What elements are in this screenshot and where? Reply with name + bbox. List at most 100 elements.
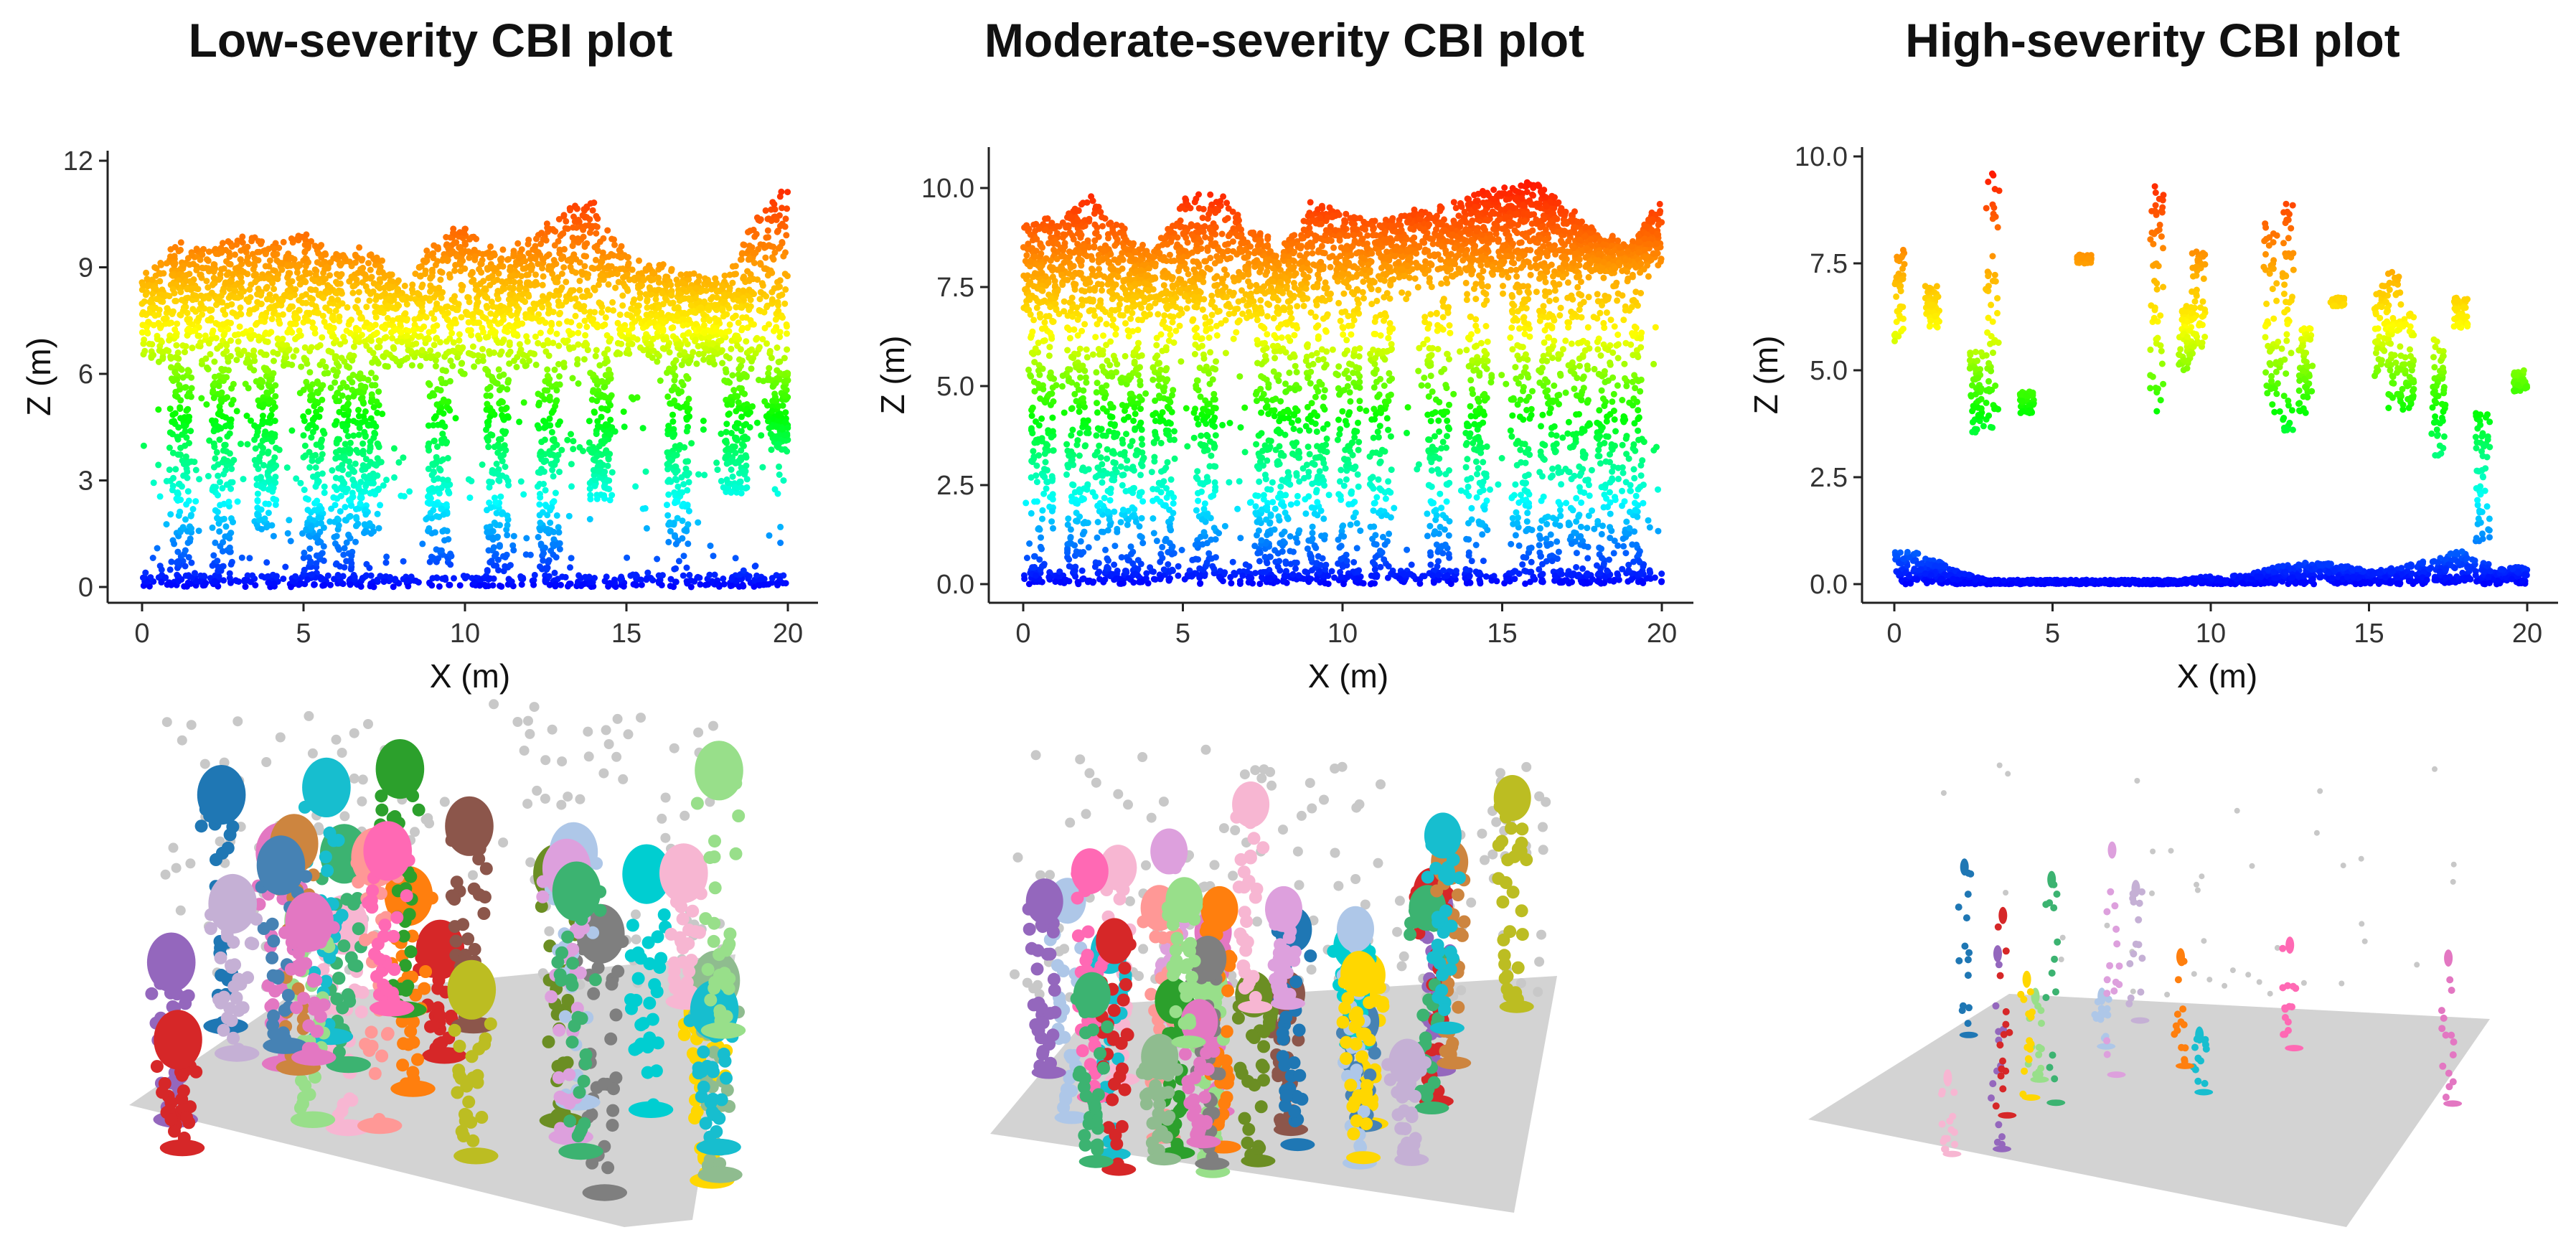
lidar-point <box>182 563 189 570</box>
lidar-point <box>365 260 372 267</box>
lidar-point <box>208 266 215 273</box>
lidar-point <box>196 476 203 483</box>
lidar-point <box>556 469 563 476</box>
lidar-point <box>536 481 543 487</box>
lidar-point <box>240 476 247 483</box>
lidar-point <box>685 507 692 515</box>
y-tick-label: 7.5 <box>936 273 974 303</box>
lidar-point <box>258 483 265 490</box>
lidar-point <box>579 212 586 219</box>
lidar-point <box>149 555 156 561</box>
lidar-point <box>550 473 557 480</box>
lidar-point <box>765 581 772 588</box>
lidar-point <box>774 344 781 351</box>
lidar-point <box>493 460 500 467</box>
lidar-point <box>140 309 147 316</box>
lidar-point <box>190 260 197 268</box>
lidar-point <box>400 454 407 461</box>
lidar-point <box>306 270 314 277</box>
lidar-point <box>230 519 236 526</box>
lidar-point <box>667 281 674 288</box>
lidar-point <box>328 296 335 303</box>
lidar-point <box>576 322 583 329</box>
lidar-point <box>353 514 360 521</box>
lidar-point <box>762 254 769 261</box>
lidar-point <box>672 540 680 548</box>
lidar-point <box>163 521 170 528</box>
lidar-point <box>271 403 278 410</box>
lidar-point <box>286 517 293 524</box>
lidar-point <box>629 395 636 403</box>
lidar-point <box>540 557 547 564</box>
lidar-point <box>307 558 314 565</box>
lidar-point <box>542 319 549 327</box>
lidar-point <box>539 509 546 516</box>
lidar-point <box>734 342 741 349</box>
lidar-point <box>214 509 221 515</box>
lidar-point <box>306 369 314 376</box>
lidar-point <box>547 520 554 526</box>
lidar-point <box>336 253 343 260</box>
lidar-point <box>326 284 334 291</box>
lidar-point <box>685 521 692 528</box>
lidar-point <box>683 416 690 423</box>
lidar-point <box>518 581 525 588</box>
lidar-point <box>334 369 341 376</box>
lidar-point <box>580 253 588 260</box>
lidar-point <box>390 445 398 452</box>
lidar-point <box>216 528 223 535</box>
lidar-point <box>686 271 693 278</box>
lidar-point <box>204 256 210 263</box>
lidar-point <box>709 340 715 347</box>
lidar-point <box>693 360 700 367</box>
lidar-point <box>337 341 344 348</box>
lidar-point <box>348 274 355 281</box>
lidar-point <box>779 580 786 587</box>
lidar-point <box>532 333 539 340</box>
lidar-point <box>404 577 411 584</box>
lidar-point <box>771 327 777 334</box>
lidar-point <box>301 357 309 363</box>
lidar-point <box>671 453 678 459</box>
lidar-point <box>177 311 184 319</box>
lidar-point <box>533 314 540 321</box>
lidar-point <box>224 354 231 362</box>
lidar-point <box>354 373 362 380</box>
lidar-point <box>700 311 707 318</box>
lidar-point <box>324 572 332 579</box>
lidar-point <box>423 314 430 321</box>
lidar-point <box>266 413 273 421</box>
lidar-point <box>166 320 173 327</box>
lidar-point <box>553 387 560 394</box>
lidar-point <box>318 520 324 527</box>
lidar-point <box>728 456 735 464</box>
lidar-point <box>370 404 377 410</box>
lidar-point <box>271 357 277 365</box>
lidar-point <box>490 278 497 286</box>
lidar-point <box>710 349 718 355</box>
lidar-point <box>743 462 750 469</box>
lidar-point <box>510 532 517 540</box>
lidar-point <box>466 299 473 306</box>
lidar-point <box>560 264 568 271</box>
lidar-point <box>597 301 603 307</box>
lidar-point <box>766 242 773 249</box>
lidar-point <box>493 522 500 528</box>
lidar-point <box>425 443 432 450</box>
lidar-point <box>311 266 319 273</box>
lidar-point <box>589 207 596 214</box>
lidar-point <box>497 454 504 461</box>
lidar-point <box>592 256 599 263</box>
lidar-point <box>267 460 274 467</box>
lidar-point <box>307 523 314 530</box>
lidar-point <box>544 337 551 344</box>
lidar-point <box>614 339 621 347</box>
lidar-point <box>268 316 276 322</box>
lidar-point <box>445 487 451 494</box>
lidar-point <box>451 575 457 582</box>
lidar-point <box>363 342 370 349</box>
lidar-point <box>643 525 650 532</box>
lidar-point <box>561 245 568 253</box>
lidar-point <box>728 575 735 582</box>
lidar-point <box>140 340 147 347</box>
